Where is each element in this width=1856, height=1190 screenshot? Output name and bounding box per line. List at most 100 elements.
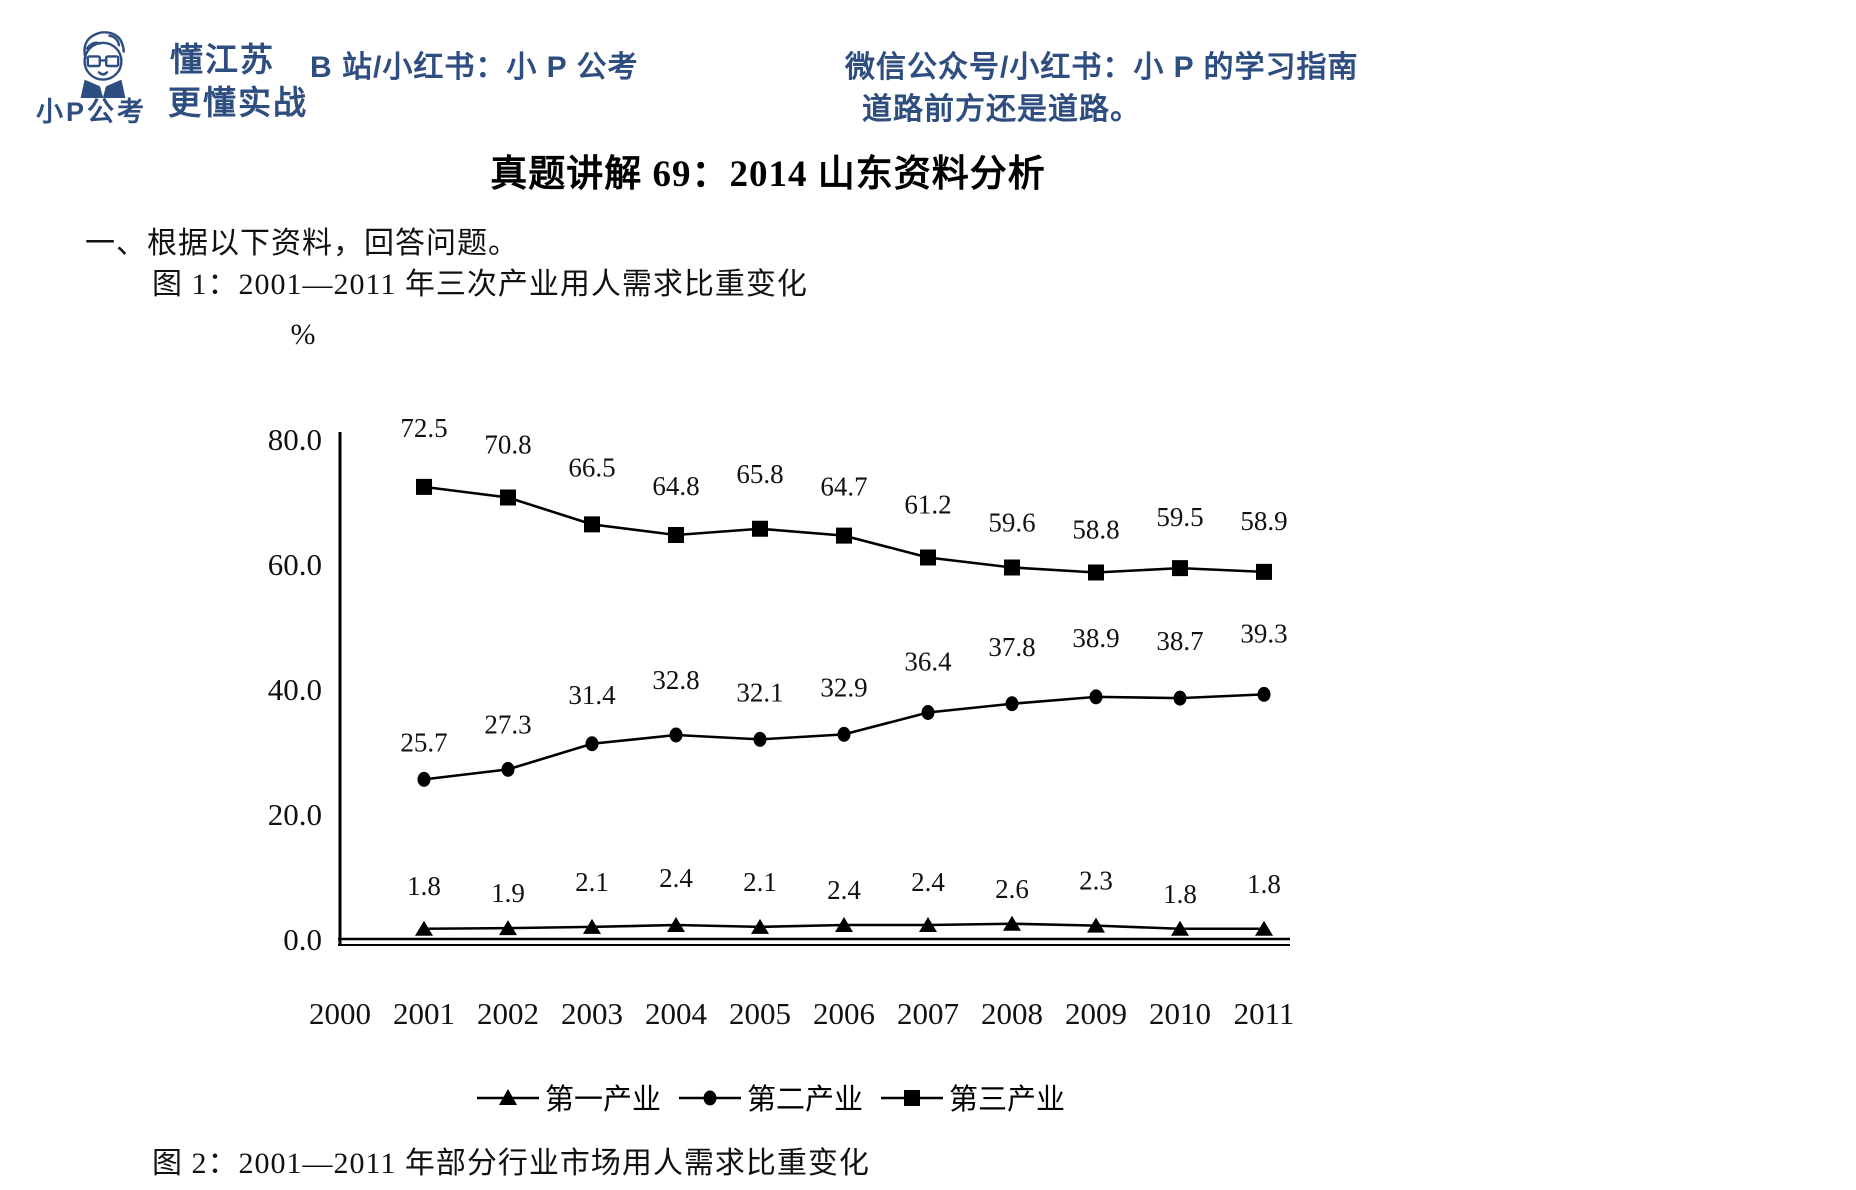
x-tick-label: 2008 xyxy=(981,996,1043,1031)
data-label: 1.8 xyxy=(407,871,441,901)
legend-label: 第二产业 xyxy=(746,1084,863,1116)
x-tick-label: 2010 xyxy=(1149,996,1211,1031)
circle-legend-icon xyxy=(678,1090,741,1106)
figure1-caption: 图 1：2001—2011 年三次产业用人需求比重变化 xyxy=(152,268,808,301)
y-tick-label: 60.0 xyxy=(268,547,322,582)
circle-marker xyxy=(837,726,851,742)
legend-item-第二产业: 第二产业 xyxy=(677,1076,863,1118)
legend-label: 第三产业 xyxy=(949,1084,1066,1116)
square-marker xyxy=(1256,563,1272,580)
data-label: 64.8 xyxy=(652,471,699,501)
x-tick-label: 2002 xyxy=(477,996,539,1031)
square-marker xyxy=(416,478,432,495)
data-label: 31.4 xyxy=(568,680,616,710)
triangle-marker xyxy=(751,918,769,934)
data-label: 37.8 xyxy=(988,632,1035,662)
x-tick-label: 2003 xyxy=(561,996,623,1031)
square-marker xyxy=(668,527,684,543)
circle-marker xyxy=(585,736,599,752)
square-marker xyxy=(752,520,768,537)
data-label: 70.8 xyxy=(484,430,531,460)
square-marker xyxy=(584,516,600,533)
data-label: 2.3 xyxy=(1079,866,1113,896)
data-label: 58.8 xyxy=(1072,515,1119,545)
data-label: 27.3 xyxy=(484,709,531,739)
avatar-icon xyxy=(55,26,151,98)
legend-label: 第一产业 xyxy=(544,1084,661,1116)
triangle-marker xyxy=(1171,920,1189,936)
triangle-marker xyxy=(1255,920,1273,936)
x-tick-label: 2011 xyxy=(1234,996,1295,1031)
legend-item-第三产业: 第三产业 xyxy=(879,1076,1065,1118)
data-label: 2.1 xyxy=(743,867,777,897)
data-label: 2.6 xyxy=(995,874,1029,904)
slogan-line1: 懂江苏 xyxy=(170,41,275,78)
triangle-marker xyxy=(499,920,517,936)
data-label: 61.2 xyxy=(904,490,951,520)
data-label: 36.4 xyxy=(904,647,952,677)
wechat-slogan-line: 道路前方还是道路。 xyxy=(862,93,1141,126)
square-marker xyxy=(1172,560,1188,577)
x-tick-label: 2000 xyxy=(309,996,371,1031)
circle-marker xyxy=(1089,689,1103,705)
x-tick-label: 2005 xyxy=(729,996,791,1031)
circle-marker xyxy=(753,731,767,747)
circle-marker xyxy=(1173,690,1187,706)
data-label: 1.8 xyxy=(1247,869,1281,899)
y-tick-label: 40.0 xyxy=(268,672,322,707)
circle-marker xyxy=(501,761,515,777)
wechat-account-line: 微信公众号/小红书：小 P 的学习指南 xyxy=(845,51,1359,84)
data-label: 2.4 xyxy=(911,867,945,897)
square-legend-icon xyxy=(881,1090,943,1106)
data-label: 25.7 xyxy=(400,727,447,757)
data-label: 58.9 xyxy=(1240,506,1287,536)
data-label: 2.4 xyxy=(827,875,861,905)
y-axis-unit-label: % xyxy=(291,318,316,351)
data-label: 39.3 xyxy=(1240,618,1287,648)
square-marker xyxy=(920,549,936,566)
data-label: 32.8 xyxy=(652,665,699,695)
triangle-marker xyxy=(1003,915,1021,931)
circle-marker xyxy=(1005,696,1019,712)
data-label: 59.6 xyxy=(988,508,1035,538)
data-label: 38.7 xyxy=(1156,626,1203,656)
square-marker xyxy=(1004,559,1020,576)
figure2-caption: 图 2：2001—2011 年部分行业市场用人需求比重变化 xyxy=(152,1147,870,1180)
data-label: 66.5 xyxy=(568,452,615,482)
data-label: 64.7 xyxy=(820,472,867,502)
y-tick-label: 0.0 xyxy=(283,922,322,957)
x-tick-label: 2001 xyxy=(393,996,455,1031)
y-tick-label: 80.0 xyxy=(268,422,322,457)
triangle-marker xyxy=(919,917,937,932)
data-label: 1.9 xyxy=(491,878,525,908)
circle-marker xyxy=(921,705,935,720)
x-tick-label: 2004 xyxy=(645,996,708,1031)
data-label: 2.4 xyxy=(659,863,693,893)
slogan-line2: 更懂实战 xyxy=(168,84,308,121)
figure1-chart: % 80.0 60.0 40.0 20.0 0.0 2000 2001 2002 2003 2004… xyxy=(268,318,1295,1031)
triangle-marker xyxy=(415,920,433,936)
triangle-marker xyxy=(667,917,685,932)
x-tick-label: 2007 xyxy=(897,996,959,1031)
square-marker xyxy=(500,489,516,506)
instruction-text: 一、根据以下资料，回答问题。 xyxy=(85,227,519,260)
logo-text: 小P公考 xyxy=(36,97,148,127)
triangle-marker xyxy=(583,918,601,934)
y-tick-label: 20.0 xyxy=(268,797,322,832)
legend-item-第一产业: 第一产业 xyxy=(475,1076,661,1118)
triangle-marker xyxy=(835,917,853,932)
circle-marker xyxy=(417,771,431,787)
circle-marker xyxy=(1257,686,1271,702)
data-label: 65.8 xyxy=(736,459,783,489)
doc-title: 真题讲解 69：2014 山东资料分析 xyxy=(490,154,1046,195)
bilibili-account-line: B 站/小红书：小 P 公考 xyxy=(310,51,639,84)
data-label: 1.8 xyxy=(1163,879,1197,909)
square-marker xyxy=(836,527,852,544)
square-marker xyxy=(1088,564,1104,581)
data-label: 2.1 xyxy=(575,867,609,897)
triangle-marker xyxy=(1087,917,1105,933)
x-tick-label: 2009 xyxy=(1065,996,1127,1031)
chart-legend: 第一产业 第二产业 第三产业 xyxy=(140,1076,1400,1118)
data-label: 59.5 xyxy=(1156,502,1203,532)
